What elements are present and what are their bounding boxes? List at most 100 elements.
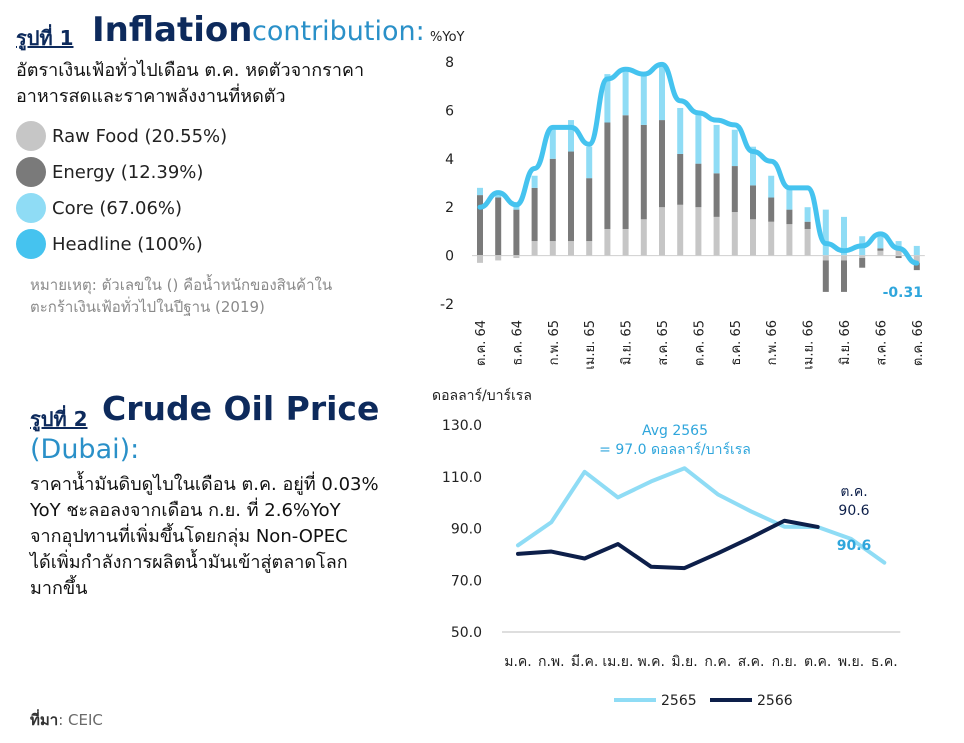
bar-segment-energy [750, 185, 756, 220]
y-tick-label: 50.0 [451, 625, 482, 641]
bar-segment-core [549, 129, 556, 159]
note-line: หมายเหตุ: ตัวเลขใน () คือน้ำหนักของสินค้… [30, 276, 333, 294]
legend-label: Headline (100%) [52, 233, 203, 255]
x-tick-label: ม.ค. [504, 654, 532, 670]
x-tick-label: ธ.ค. [871, 654, 898, 670]
bar-segment-energy [513, 209, 520, 256]
bar-segment-energy [659, 120, 665, 208]
bar-segment-energy [768, 197, 775, 222]
bar-segment-core [495, 195, 502, 198]
legend-item-raw-food: Raw Food (20.55%) [16, 118, 227, 154]
x-tick-label: พ.ย. [838, 654, 864, 670]
x-tick-label: มิ.ย. 65 [620, 320, 635, 365]
bar-segment-core [586, 146, 593, 179]
y-axis-ticks: 8 6 4 2 0 -2 [440, 55, 454, 313]
oct-2566-value: 90.6 [838, 503, 869, 519]
x-tick-label: มี.ค. [571, 654, 599, 670]
bar-segment-core [622, 71, 629, 116]
y-tick-label: 110.0 [442, 470, 482, 486]
bar-segment-energy [895, 255, 902, 259]
figure1-label: รูปที่ 1 [16, 26, 74, 50]
bar-segment-core [895, 241, 902, 249]
x-tick-label: เม.ย. [602, 654, 633, 670]
bar-segment-energy [913, 262, 920, 271]
bar-segment-raw-food [640, 219, 647, 256]
oct-annotation-label: ต.ค. [840, 484, 867, 500]
figure2-description-line: YoY ชะลอลงจากเดือน ก.ย. ที่ 2.6%YoY [30, 500, 341, 521]
avg-annotation-line1: Avg 2565 [642, 423, 708, 439]
series-2566-line [516, 518, 820, 571]
bar-segment-raw-food [695, 207, 702, 256]
bar-segment-energy [568, 151, 574, 242]
bar-segment-raw-food [768, 221, 775, 256]
crude-oil-price-chart: 130.0 110.0 90.0 70.0 50.0 ม.ค. ก.พ. มี.ค. เม.ย… [442, 418, 901, 709]
figure1-unit: %YoY [430, 30, 465, 45]
figure1-description-line: อาหารสดและราคาพลังงานที่หดตัว [16, 86, 286, 107]
headline-swatch [16, 229, 46, 259]
legend-item-energy: Energy (12.39%) [16, 154, 227, 190]
x-tick-label: ส.ค. 66 [874, 320, 889, 366]
bar-segment-core [913, 245, 920, 256]
bar-segment-core [804, 207, 811, 222]
bar-segment-core [877, 236, 884, 249]
bar-segment-core [677, 107, 684, 154]
x-tick-label: เม.ย. 66 [802, 320, 817, 370]
y-axis-ticks: 130.0 110.0 90.0 70.0 50.0 [442, 418, 482, 641]
x-tick-label: ต.ค. 64 [474, 320, 489, 366]
bar-segment-raw-food [677, 204, 684, 256]
headline-line [477, 61, 920, 266]
bar-segment-energy [877, 248, 884, 251]
figure2-description-line: มากขึ้น [30, 578, 88, 599]
bar-segment-raw-food [786, 224, 793, 256]
inflation-contribution-chart: 8 6 4 2 0 -2 -0.31 ต.ค. 64 ธ.ค. 64 ก.พ. 65 เม.ย.… [440, 55, 926, 370]
bar-segment-raw-food [713, 216, 720, 256]
y-tick-label: 8 [445, 55, 454, 71]
figure2-label: รูปที่ 2 [30, 407, 88, 431]
stacked-bars [477, 66, 920, 292]
x-tick-label: มิ.ย. [671, 654, 697, 670]
bar-segment-raw-food [604, 228, 611, 256]
source-label: ที่มา [30, 711, 59, 729]
x-tick-label: เม.ย. 65 [583, 320, 598, 370]
bar-segment-energy [804, 221, 811, 229]
legend-item-core: Core (67.06%) [16, 190, 227, 226]
bar-segment-raw-food [750, 219, 756, 256]
x-tick-label: ธ.ค. 64 [510, 320, 525, 366]
bar-segment-raw-food [877, 250, 884, 256]
x-tick-label: ต.ค. [804, 654, 831, 670]
bar-segment-core [731, 129, 738, 167]
legend-item-headline: Headline (100%) [16, 226, 227, 262]
x-tick-label: ก.พ. 65 [547, 320, 562, 365]
bar-segment-raw-food [841, 255, 847, 261]
x-tick-label: มิ.ย. 66 [838, 320, 853, 365]
bar-segment-core [604, 74, 611, 123]
oct-2565-value: 90.6 [837, 538, 872, 554]
energy-swatch [16, 157, 46, 187]
bar-segment-core [713, 124, 720, 174]
bar-segment-energy [586, 178, 593, 242]
y-tick-label: -2 [440, 297, 454, 313]
figure1-description: อัตราเงินเฟ้อทั่วไปเดือน ต.ค. หดตัวจากรา… [16, 58, 436, 110]
bar-segment-energy [859, 258, 866, 268]
figure2-description-line: ได้เพิ่มกำลังการผลิตน้ำมันเข้าสู่ตลาดโลก [30, 552, 348, 573]
x-tick-label: ส.ค. 65 [656, 320, 671, 366]
bar-segment-raw-food [659, 207, 665, 256]
bar-segment-raw-food [622, 228, 629, 256]
bar-segment-raw-food [568, 241, 574, 256]
x-tick-label: ต.ค. 65 [692, 320, 707, 366]
note-line: ตะกร้าเงินเฟ้อทั่วไปในปีฐาน (2019) [30, 298, 265, 316]
source-text: : CEIC [58, 711, 103, 729]
chart2-legend: 2565 2566 [614, 693, 793, 709]
figure2-description-line: จากอุปทานที่เพิ่มขึ้นโดยกลุ่ม Non-OPEC [30, 526, 348, 547]
x-tick-label: ธ.ค. 65 [729, 320, 744, 366]
x-tick-label: ส.ค. [738, 654, 765, 670]
x-tick-label: ต.ค. 66 [911, 320, 926, 366]
x-tick-label: พ.ค. [637, 654, 665, 670]
bar-segment-raw-food [822, 255, 829, 261]
bar-segment-raw-food [513, 255, 520, 259]
figure1-title-rest: contribution: [252, 16, 425, 47]
bar-segment-core [841, 216, 847, 256]
bar-segment-energy [531, 187, 538, 242]
bar-segment-raw-food [495, 255, 502, 261]
y-tick-label: 6 [445, 103, 454, 119]
